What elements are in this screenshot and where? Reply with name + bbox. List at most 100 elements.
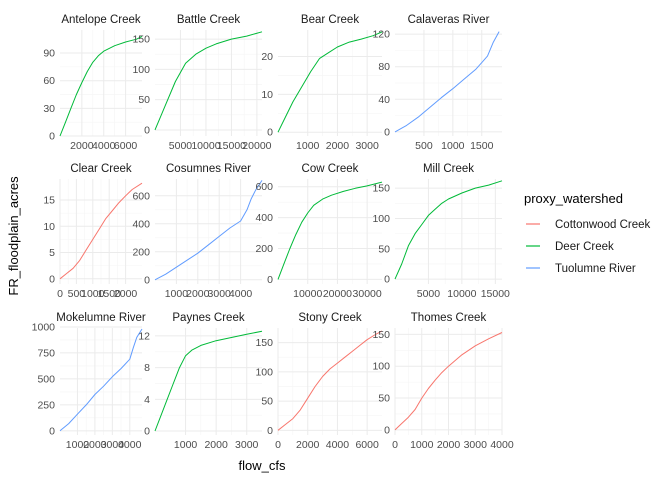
y-axis-title: FR_floodplain_acres — [6, 176, 21, 296]
series-line-tuolumne-river — [59, 328, 143, 432]
facet-stony-creek: 0 2000 4000 6000 0 50 100 150 Stony Creek — [255, 312, 383, 451]
y-tick-label: 400 — [255, 212, 273, 224]
x-tick-label: 10000 — [447, 288, 476, 300]
x-tick-label: 3000 — [208, 288, 232, 300]
y-tick-label: 10 — [43, 221, 55, 233]
y-tick-label: 0 — [144, 274, 150, 286]
x-tick-label: 15000 — [217, 140, 246, 152]
y-tick-label: 0 — [267, 274, 273, 286]
x-tick-label: 2000 — [296, 439, 320, 451]
x-tick-label: 2000 — [114, 288, 138, 300]
facet-cow-creek: 10000 20000 30000 0 200 400 600 Cow Creek — [255, 163, 383, 300]
legend-item-cottonwood-creek: Cottonwood Creek — [526, 219, 650, 231]
series-line-cottonwood-creek — [277, 330, 383, 431]
legend-item-tuolumne-river: Tuolumne River — [526, 263, 636, 275]
series-line-deer-creek — [154, 31, 263, 131]
y-tick-label: 0 — [49, 273, 55, 285]
series-line-deer-creek — [277, 31, 383, 133]
series-line-cottonwood-creek — [394, 332, 503, 431]
facet-title: Bear Creek — [301, 14, 359, 26]
x-tick-label: 4000 — [326, 439, 350, 451]
y-tick-label: 0 — [144, 426, 150, 438]
legend-title: proxy_watershed — [524, 191, 623, 206]
y-tick-label: 100 — [132, 64, 150, 76]
y-tick-label: 8 — [144, 362, 150, 374]
x-tick-label: 3000 — [101, 439, 125, 451]
facet-paynes-creek: 1000 2000 3000 0 4 8 12 Paynes Creek — [138, 312, 263, 451]
y-tick-label: 400 — [132, 218, 150, 230]
y-tick-label: 100 — [372, 361, 390, 373]
facet-mill-creek: 5000 10000 15000 0 50 100 150 Mill Creek — [372, 163, 510, 300]
facet-title: Mill Creek — [423, 163, 474, 175]
y-tick-label: 250 — [37, 399, 55, 411]
y-tick-label: 150 — [372, 183, 390, 195]
y-tick-label: 4 — [144, 394, 150, 406]
x-tick-label: 15000 — [481, 288, 510, 300]
x-tick-label: 0 — [392, 439, 398, 451]
x-tick-label: 1500 — [470, 140, 494, 152]
x-tick-label: 2000 — [437, 439, 461, 451]
y-tick-label: 150 — [255, 337, 273, 349]
series-line-deer-creek — [154, 330, 263, 432]
x-tick-label: 1000 — [441, 140, 465, 152]
x-tick-label: 3000 — [355, 140, 379, 152]
x-tick-label: 2000 — [326, 140, 350, 152]
legend-item-deer-creek: Deer Creek — [526, 241, 614, 253]
x-tick-label: 30000 — [353, 288, 382, 300]
x-tick-label: 20000 — [323, 288, 352, 300]
x-tick-label: 5000 — [169, 140, 193, 152]
facet-title: Paynes Creek — [172, 312, 244, 324]
facet-calaveras-river: 500 1000 1500 0 40 80 120 Calaveras River — [372, 14, 502, 152]
y-tick-label: 200 — [255, 243, 273, 255]
y-tick-label: 40 — [378, 94, 390, 106]
y-tick-label: 0 — [384, 424, 390, 436]
y-tick-label: 120 — [372, 29, 390, 41]
y-tick-label: 600 — [255, 181, 273, 193]
series-line-cottonwood-creek — [59, 182, 143, 280]
facet-title: Battle Creek — [177, 14, 241, 26]
x-tick-label: 1000 — [296, 140, 320, 152]
series-line-deer-creek — [277, 181, 383, 280]
x-tick-label: 10000 — [293, 288, 322, 300]
y-tick-label: 5 — [49, 247, 55, 259]
x-tick-label: 4000 — [92, 140, 116, 152]
facet-title: Thomes Creek — [411, 312, 487, 324]
y-tick-label: 100 — [255, 366, 273, 378]
y-tick-label: 0 — [49, 131, 55, 143]
y-tick-label: 80 — [378, 61, 390, 73]
facet-title: Antelope Creek — [61, 14, 141, 26]
y-tick-label: 0 — [49, 425, 55, 437]
x-tick-label: 6000 — [355, 439, 379, 451]
y-tick-label: 50 — [261, 396, 273, 408]
x-tick-label: 0 — [57, 288, 63, 300]
y-tick-label: 750 — [37, 347, 55, 359]
facet-title: Cosumnes River — [166, 163, 251, 175]
y-tick-label: 600 — [132, 190, 150, 202]
y-tick-label: 90 — [43, 48, 55, 60]
x-tick-label: 2000 — [186, 288, 210, 300]
x-tick-label: 1000 — [174, 439, 198, 451]
x-tick-label: 1000 — [165, 288, 189, 300]
legend-label: Deer Creek — [555, 241, 614, 253]
legend-label: Tuolumne River — [555, 263, 636, 275]
x-tick-label: 4000 — [229, 288, 253, 300]
x-tick-label: 5000 — [417, 288, 441, 300]
y-tick-label: 0 — [267, 425, 273, 437]
x-tick-label: 2000 — [83, 439, 107, 451]
y-tick-label: 0 — [267, 127, 273, 139]
facet-bear-creek: 1000 2000 3000 0 10 20 Bear Creek — [261, 14, 383, 152]
x-tick-label: 10000 — [191, 140, 220, 152]
series-line-tuolumne-river — [154, 180, 263, 281]
x-axis-title: flow_cfs — [239, 458, 286, 473]
y-tick-label: 50 — [138, 94, 150, 106]
legend: proxy_watershed Cottonwood Creek Deer Cre… — [524, 191, 650, 275]
x-tick-label: 2000 — [70, 140, 94, 152]
x-tick-label: 4000 — [490, 439, 514, 451]
series-line-deer-creek — [394, 180, 503, 280]
